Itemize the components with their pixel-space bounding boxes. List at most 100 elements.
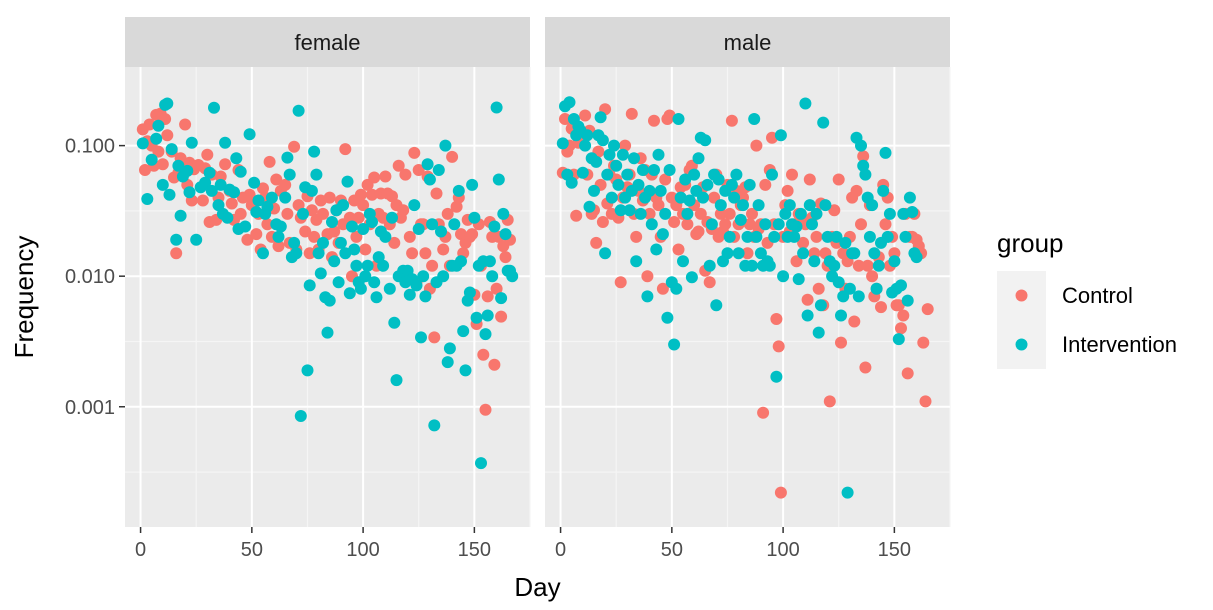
data-point-male-intervention-84 bbox=[743, 178, 756, 191]
data-point-female-control-117 bbox=[428, 331, 441, 344]
data-point-male-intervention-116 bbox=[814, 299, 827, 312]
data-point-male-intervention-106 bbox=[792, 273, 805, 286]
data-point-female-intervention-9 bbox=[165, 143, 178, 156]
data-point-female-intervention-128 bbox=[466, 178, 479, 191]
legend-title: group bbox=[997, 228, 1064, 258]
data-point-male-intervention-56 bbox=[681, 207, 694, 220]
data-point-male-intervention-76 bbox=[725, 178, 738, 191]
data-point-male-intervention-14 bbox=[588, 184, 600, 197]
data-point-male-intervention-65 bbox=[701, 178, 714, 191]
facet-strip-label: male bbox=[724, 30, 772, 55]
data-point-female-intervention-17 bbox=[190, 233, 203, 246]
data-point-male-control-28 bbox=[619, 139, 632, 152]
data-point-male-intervention-4 bbox=[565, 176, 578, 189]
data-point-female-control-89 bbox=[366, 188, 378, 201]
data-point-female-intervention-45 bbox=[279, 191, 292, 204]
data-point-female-intervention-59 bbox=[310, 168, 323, 181]
data-point-female-intervention-56 bbox=[303, 279, 316, 292]
data-point-male-intervention-69 bbox=[710, 299, 723, 312]
data-point-female-control-124 bbox=[446, 150, 459, 163]
x-tick-label: 0 bbox=[555, 539, 566, 561]
data-point-male-control-136 bbox=[859, 361, 872, 374]
data-point-male-control-62 bbox=[694, 207, 707, 220]
data-point-male-intervention-30 bbox=[623, 204, 636, 217]
data-point-female-intervention-107 bbox=[419, 290, 432, 303]
data-point-male-intervention-104 bbox=[788, 230, 801, 243]
data-point-female-control-83 bbox=[352, 211, 365, 224]
data-point-female-intervention-141 bbox=[495, 292, 508, 305]
data-point-male-intervention-155 bbox=[901, 294, 914, 307]
data-point-female-intervention-90 bbox=[379, 230, 392, 243]
data-point-male-control-56 bbox=[681, 218, 694, 231]
data-point-male-control-111 bbox=[803, 173, 816, 186]
data-point-male-intervention-88 bbox=[752, 199, 765, 212]
data-point-male-intervention-133 bbox=[852, 290, 865, 303]
data-point-male-intervention-42 bbox=[650, 243, 663, 256]
data-point-female-intervention-136 bbox=[483, 255, 496, 268]
data-point-male-control-97 bbox=[772, 340, 785, 353]
data-point-male-control-131 bbox=[848, 315, 861, 328]
data-point-female-intervention-37 bbox=[252, 194, 265, 207]
data-point-male-control-163 bbox=[919, 395, 932, 408]
data-point-female-control-113 bbox=[419, 247, 432, 260]
data-point-male-intervention-3 bbox=[563, 96, 576, 109]
data-point-male-control-96 bbox=[770, 313, 783, 325]
data-point-female-intervention-30 bbox=[230, 152, 243, 165]
data-point-male-control-46 bbox=[659, 173, 672, 186]
data-point-male-intervention-40 bbox=[645, 218, 658, 231]
data-point-female-intervention-67 bbox=[328, 255, 341, 268]
data-point-male-intervention-52 bbox=[672, 113, 685, 125]
data-point-female-control-51 bbox=[270, 173, 283, 186]
data-point-male-control-33 bbox=[630, 230, 643, 243]
y-tick-label: 0.001 bbox=[65, 397, 115, 419]
data-point-male-intervention-35 bbox=[634, 207, 647, 220]
data-point-male-control-66 bbox=[703, 276, 716, 289]
data-point-male-intervention-94 bbox=[766, 168, 778, 181]
data-point-female-control-84 bbox=[354, 188, 367, 201]
data-point-female-intervention-89 bbox=[377, 259, 390, 272]
data-point-male-intervention-32 bbox=[628, 152, 640, 165]
data-point-male-intervention-112 bbox=[806, 218, 818, 231]
data-point-female-intervention-10 bbox=[170, 233, 183, 246]
data-point-male-intervention-24 bbox=[610, 159, 623, 172]
facet-strip-label: female bbox=[294, 30, 360, 55]
data-point-male-intervention-109 bbox=[799, 97, 812, 110]
data-point-female-intervention-52 bbox=[294, 410, 307, 422]
data-point-female-control-39 bbox=[241, 233, 254, 246]
data-point-male-intervention-151 bbox=[892, 333, 905, 346]
data-point-male-intervention-117 bbox=[817, 116, 830, 129]
data-point-female-control-106 bbox=[403, 230, 416, 243]
x-tick-label: 50 bbox=[661, 539, 683, 561]
data-point-female-intervention-36 bbox=[250, 206, 263, 218]
data-point-male-intervention-26 bbox=[614, 204, 627, 217]
data-point-male-intervention-114 bbox=[810, 207, 823, 220]
data-point-female-control-61 bbox=[299, 225, 312, 238]
data-point-male-intervention-33 bbox=[630, 255, 643, 268]
data-point-male-intervention-157 bbox=[906, 206, 919, 218]
data-point-female-control-73 bbox=[328, 225, 341, 238]
data-point-male-intervention-71 bbox=[714, 199, 727, 212]
data-point-male-intervention-63 bbox=[697, 191, 709, 204]
data-point-female-control-31 bbox=[214, 170, 227, 183]
data-point-male-intervention-46 bbox=[659, 207, 672, 220]
data-point-male-intervention-57 bbox=[683, 194, 696, 207]
data-point-female-control-108 bbox=[408, 146, 421, 159]
data-point-male-intervention-96 bbox=[770, 370, 783, 383]
data-point-female-intervention-62 bbox=[317, 236, 329, 249]
data-point-female-intervention-110 bbox=[426, 218, 439, 231]
data-point-male-intervention-70 bbox=[712, 173, 725, 186]
data-point-male-intervention-43 bbox=[652, 148, 665, 161]
data-point-female-intervention-134 bbox=[479, 328, 492, 341]
data-point-female-control-42 bbox=[250, 228, 263, 241]
data-point-male-intervention-74 bbox=[721, 247, 734, 260]
data-point-male-intervention-105 bbox=[790, 220, 803, 233]
data-point-male-control-133 bbox=[852, 259, 865, 272]
data-point-female-intervention-118 bbox=[443, 342, 456, 355]
data-point-male-control-114 bbox=[810, 230, 823, 243]
data-point-female-control-24 bbox=[196, 194, 209, 207]
data-point-male-intervention-145 bbox=[879, 146, 892, 159]
data-point-male-control-15 bbox=[590, 236, 603, 249]
data-point-male-intervention-54 bbox=[677, 255, 689, 268]
data-point-male-intervention-64 bbox=[699, 134, 712, 147]
data-point-female-intervention-19 bbox=[199, 176, 212, 189]
